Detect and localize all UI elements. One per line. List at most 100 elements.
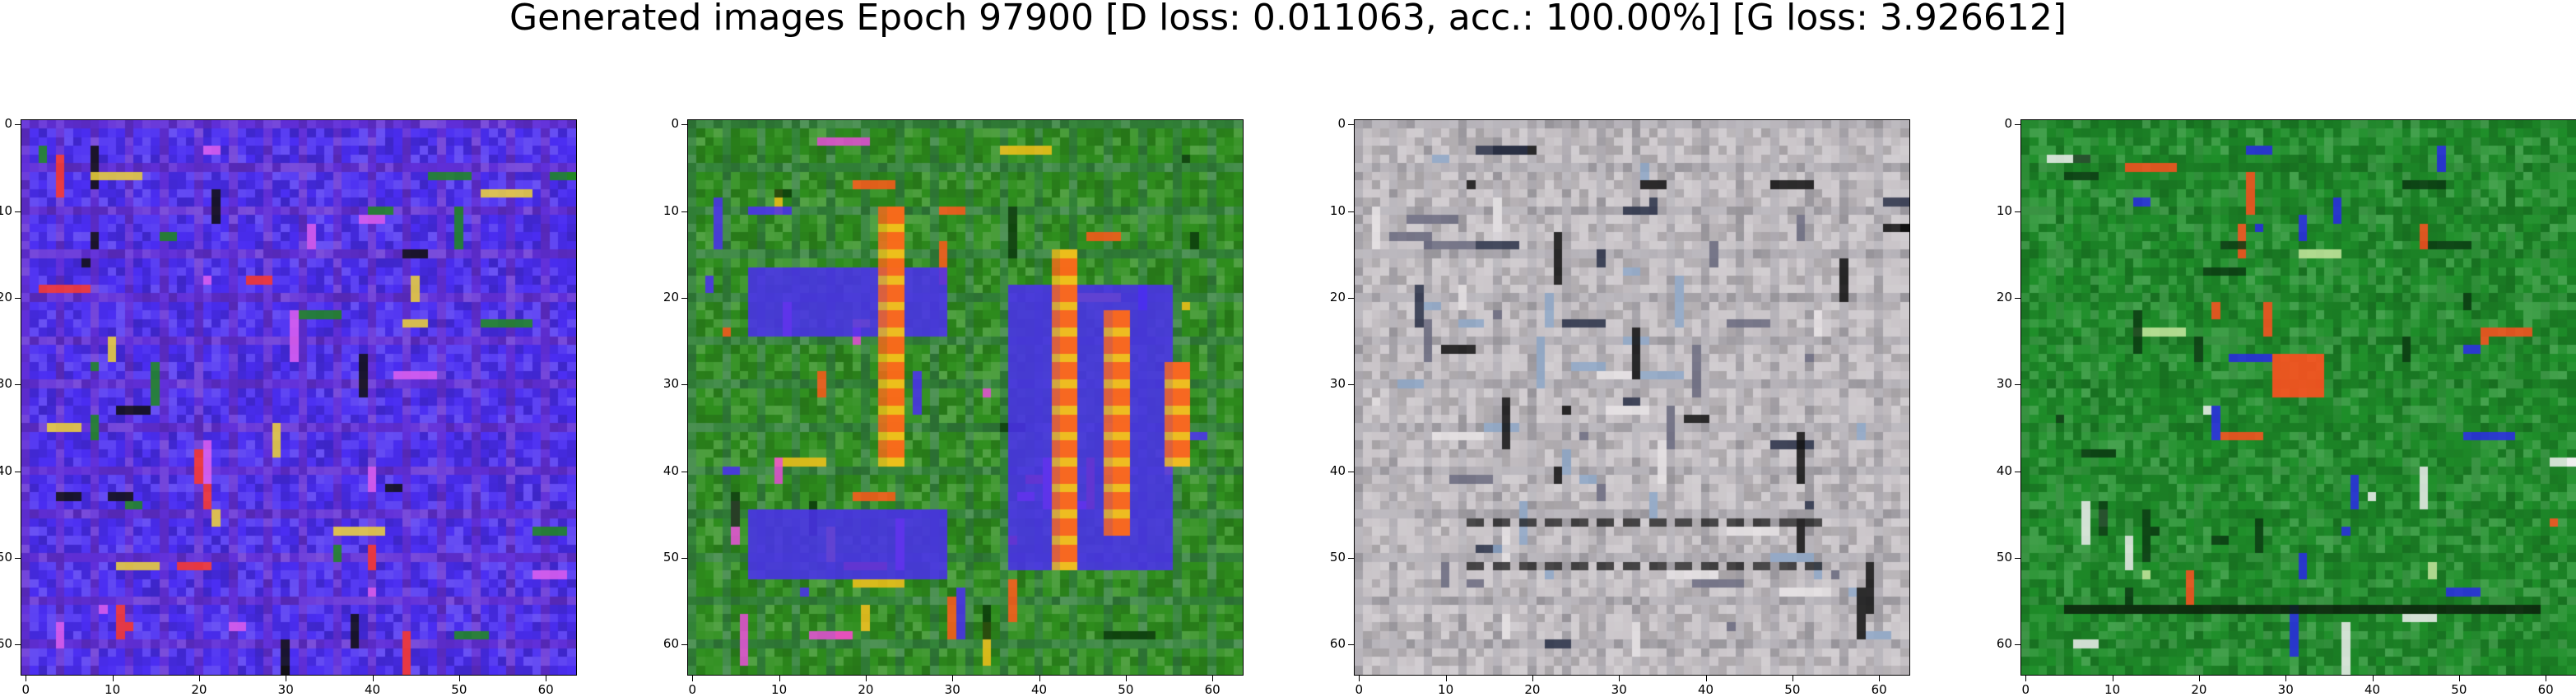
x-tick xyxy=(112,676,114,681)
x-tick-label: 10 xyxy=(2104,682,2121,697)
image-frame xyxy=(2020,119,2576,676)
y-tick-label: 60 xyxy=(663,636,679,652)
x-tick-label: 50 xyxy=(451,682,467,697)
subplot-1: 0 10 20 30 40 50 60 0 10 20 30 40 50 60 xyxy=(0,118,577,696)
y-tick xyxy=(2015,124,2020,126)
y-tick-label: 30 xyxy=(1329,376,1346,392)
x-tick-label: 30 xyxy=(277,682,294,697)
generated-image-2 xyxy=(688,120,1243,675)
x-tick-label: 60 xyxy=(1204,682,1221,697)
y-tick xyxy=(2015,557,2020,559)
y-tick-label: 20 xyxy=(0,289,12,304)
y-tick xyxy=(2015,384,2020,386)
generated-image-3 xyxy=(1355,120,1909,675)
x-tick xyxy=(198,676,200,681)
y-tick xyxy=(15,557,21,559)
y-tick xyxy=(15,297,21,299)
y-tick xyxy=(2015,644,2020,646)
x-tick xyxy=(2458,676,2460,681)
y-tick-label: 30 xyxy=(663,376,679,392)
y-tick-label: 50 xyxy=(1329,549,1346,565)
y-tick xyxy=(1348,644,1354,646)
x-tick xyxy=(1619,676,1620,681)
y-tick xyxy=(2015,211,2020,212)
x-tick-label: 60 xyxy=(537,682,554,697)
x-tick xyxy=(1879,676,1881,681)
x-tick xyxy=(2372,676,2374,681)
y-tick-label: 50 xyxy=(1996,549,2012,565)
y-tick xyxy=(1348,557,1354,559)
y-tick xyxy=(681,384,687,386)
y-tick xyxy=(1348,297,1354,299)
x-tick-label: 40 xyxy=(364,682,381,697)
y-tick xyxy=(1348,124,1354,126)
x-tick-label: 50 xyxy=(2451,682,2467,697)
x-tick xyxy=(2025,676,2027,681)
image-frame xyxy=(21,119,577,676)
y-tick xyxy=(681,297,687,299)
x-tick xyxy=(1039,676,1040,681)
y-tick-label: 40 xyxy=(1329,462,1346,478)
subplot-4: 0 10 20 30 40 50 60 0 10 20 30 40 50 60 xyxy=(1997,118,2576,696)
y-tick xyxy=(15,211,21,212)
y-tick-label: 30 xyxy=(1996,376,2012,392)
subplot-3: 0 10 20 30 40 50 60 0 10 20 30 40 50 60 xyxy=(1330,118,1910,696)
x-tick-label: 20 xyxy=(858,682,874,697)
y-tick-label: 0 xyxy=(671,116,679,132)
x-tick-label: 10 xyxy=(105,682,121,697)
x-tick xyxy=(2285,676,2287,681)
x-tick xyxy=(779,676,780,681)
x-tick-label: 20 xyxy=(2191,682,2207,697)
y-tick xyxy=(681,557,687,559)
generated-image-1 xyxy=(21,120,576,675)
y-tick-label: 30 xyxy=(0,376,12,392)
subplot-2: 0 10 20 30 40 50 60 0 10 20 30 40 50 60 xyxy=(663,118,1244,696)
y-tick xyxy=(681,211,687,212)
x-tick-label: 0 xyxy=(21,682,30,697)
y-tick-label: 40 xyxy=(0,462,12,478)
figure-title: Generated images Epoch 97900 [D loss: 0.… xyxy=(509,0,2067,39)
x-tick xyxy=(1445,676,1447,681)
x-tick-label: 50 xyxy=(1784,682,1801,697)
y-tick xyxy=(1348,384,1354,386)
x-tick-label: 60 xyxy=(2537,682,2554,697)
x-tick xyxy=(372,676,374,681)
x-tick-label: 60 xyxy=(1871,682,1887,697)
y-tick-label: 0 xyxy=(4,116,12,132)
x-tick-label: 30 xyxy=(944,682,960,697)
x-tick xyxy=(1212,676,1214,681)
x-tick-label: 30 xyxy=(2277,682,2294,697)
y-tick-label: 0 xyxy=(2004,116,2012,132)
image-frame xyxy=(687,119,1244,676)
generated-image-4 xyxy=(2021,120,2576,675)
y-tick-label: 10 xyxy=(1329,202,1346,218)
x-tick-label: 40 xyxy=(1030,682,1048,697)
y-tick xyxy=(1348,211,1354,212)
x-tick-label: 30 xyxy=(1611,682,1627,697)
x-tick-label: 10 xyxy=(1438,682,1454,697)
x-tick xyxy=(458,676,460,681)
y-tick-label: 20 xyxy=(663,289,679,304)
y-tick-label: 40 xyxy=(663,462,679,478)
y-tick-label: 60 xyxy=(1329,636,1346,652)
x-tick-label: 20 xyxy=(191,682,207,697)
y-tick xyxy=(681,644,687,646)
y-tick xyxy=(15,124,21,126)
x-tick-label: 40 xyxy=(1697,682,1714,697)
x-tick xyxy=(1359,676,1360,681)
y-tick-label: 20 xyxy=(1996,289,2012,304)
x-tick xyxy=(952,676,954,681)
y-tick xyxy=(2015,297,2020,299)
image-frame xyxy=(1354,119,1910,676)
y-tick xyxy=(681,124,687,126)
y-tick xyxy=(15,384,21,386)
y-tick-label: 20 xyxy=(1329,289,1346,304)
y-tick-label: 10 xyxy=(663,202,679,218)
x-tick-label: 50 xyxy=(1118,682,1134,697)
x-tick xyxy=(1532,676,1533,681)
y-tick-label: 60 xyxy=(0,636,12,652)
x-tick xyxy=(1705,676,1707,681)
x-tick-label: 40 xyxy=(2364,682,2381,697)
x-tick-label: 0 xyxy=(1355,682,1364,697)
y-tick-label: 10 xyxy=(1996,202,2012,218)
